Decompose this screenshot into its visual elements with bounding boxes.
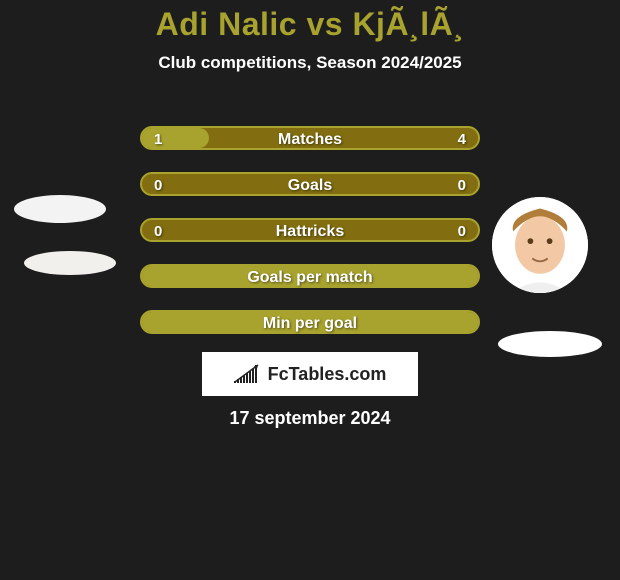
stat-bar-left-value: 0 [142, 174, 174, 194]
stat-bar-label: Matches [142, 128, 478, 148]
stat-bar-left-value: 1 [142, 128, 174, 148]
subtitle: Club competitions, Season 2024/2025 [0, 53, 620, 73]
stat-bar: Hattricks0 0 [140, 218, 480, 242]
stat-bar-right-value: 0 [446, 220, 478, 240]
branding-badge: FcTables.com [202, 352, 418, 396]
stat-bar-right-value: 0 [446, 174, 478, 194]
avatar-left-placeholder [14, 195, 106, 223]
stat-bar: Goals per match [140, 264, 480, 288]
stat-bar: Min per goal [140, 310, 480, 334]
stat-bars: Matches14Goals00Hattricks00Goals per mat… [140, 126, 480, 356]
snapshot-date: 17 september 2024 [0, 408, 620, 429]
stat-bar-label: Goals per match [142, 266, 478, 286]
club-badge-right [498, 331, 602, 357]
club-badge-left [24, 251, 116, 275]
stat-bar-label: Hattricks [142, 220, 478, 240]
avatar-right [492, 197, 588, 293]
stat-bar-left-value: 0 [142, 220, 174, 240]
fctables-logo-icon [234, 363, 262, 385]
stat-bar-right-value: 4 [446, 128, 478, 148]
face-icon [492, 197, 588, 293]
stat-bar-label: Goals [142, 174, 478, 194]
stat-bar: Goals0 0 [140, 172, 480, 196]
branding-text: FcTables.com [268, 364, 387, 385]
comparison-card: Adi Nalic vs KjÃ¸lÃ¸ Club competitions, … [0, 0, 620, 580]
stat-bar-label: Min per goal [142, 312, 478, 332]
page-title: Adi Nalic vs KjÃ¸lÃ¸ [0, 0, 620, 43]
stat-bar: Matches1 4 [140, 126, 480, 150]
